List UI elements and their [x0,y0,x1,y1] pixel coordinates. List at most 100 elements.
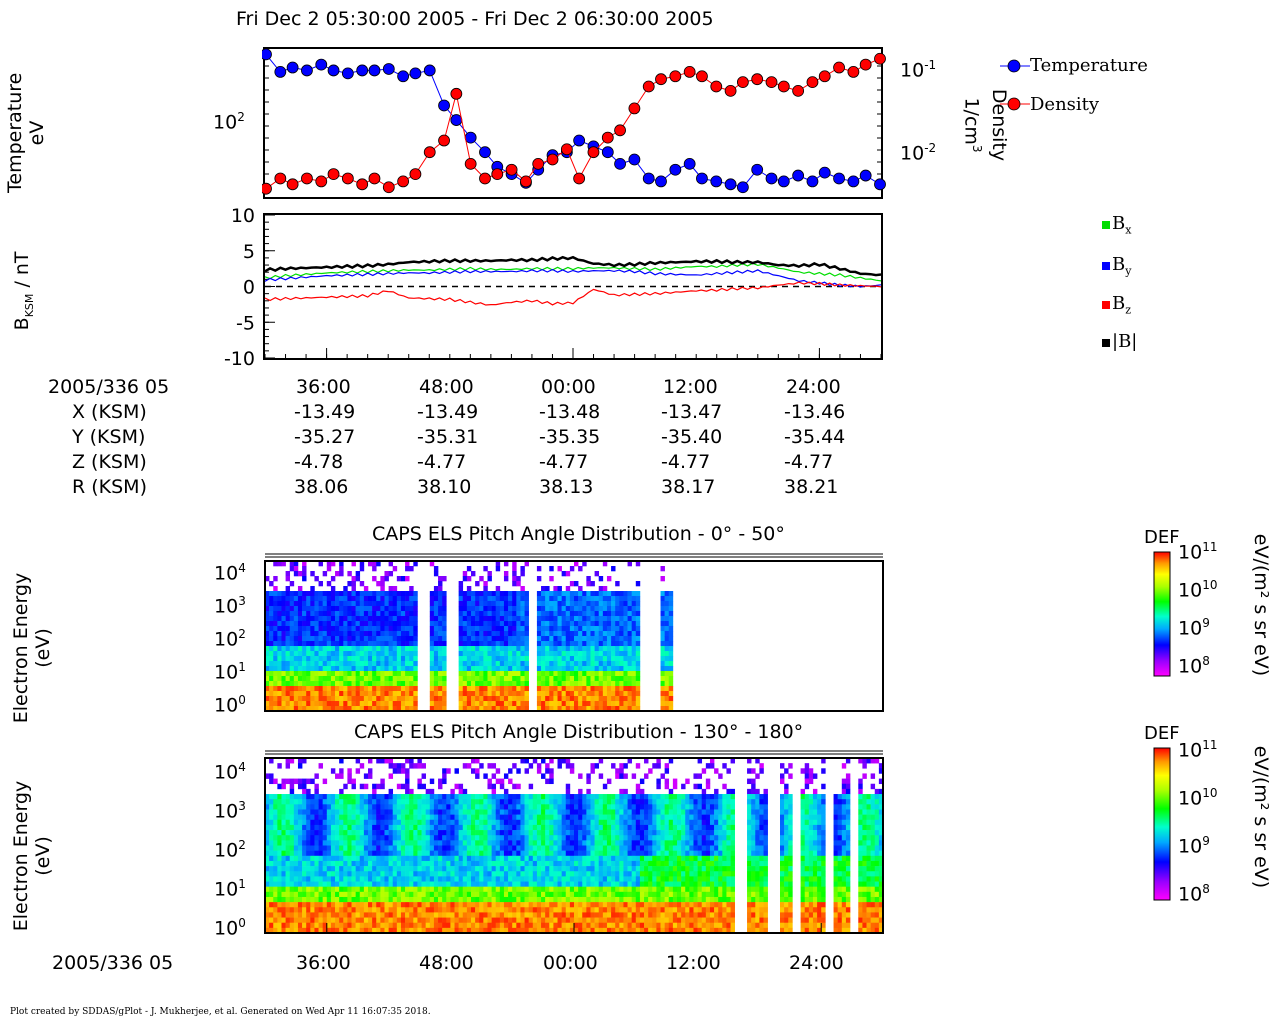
spectrogram-cell [450,912,455,918]
spectrogram-cell [433,696,439,702]
spectrogram-cell [611,656,616,662]
spectrogram-cell [306,701,311,707]
spectrogram-cell [310,855,315,862]
spectrogram-cell [351,561,356,567]
spectrogram-cell [536,616,542,622]
spectrogram-cell [384,686,389,692]
spectrogram-cell [553,814,558,821]
spectrogram-cell [520,626,525,632]
spectrogram-cell [586,616,591,622]
spectrogram-cell [335,860,340,867]
spectrogram-cell [561,606,567,612]
spectrogram-cell [425,840,431,846]
spectrogram-cell [392,596,398,602]
spectrogram-cell [293,596,299,602]
spectrogram-cell [466,576,472,582]
spectrogram-cell [380,799,385,805]
spectrogram-cell [586,656,591,662]
spectrogram-cell [351,606,356,612]
spectrogram-cell [384,681,389,687]
spectrogram-cell [466,845,472,851]
spectrogram-cell [293,666,299,672]
spectrogram-cell [586,636,591,642]
spectrogram-cell [606,845,612,851]
spectrogram-cell [306,788,311,795]
spectrogram-cell [569,814,575,821]
spectrogram-cell [606,611,612,617]
spectrogram-cell [462,626,468,632]
spectrogram-cell [606,835,612,841]
spectrogram-cell [330,656,336,662]
spectrogram-cell [339,696,344,702]
spectrogram-cell [586,576,591,582]
spectrogram-cell [471,641,476,647]
spectrogram-cell [495,601,501,607]
legend-by-swatch [1102,262,1110,270]
spectrogram-cell [450,907,455,913]
spectrogram-cell [491,696,497,702]
spectrogram-cell [598,636,604,642]
spectrogram-cell [466,621,472,627]
spectrogram-cell [615,886,620,893]
spectrogram-cell [450,809,455,815]
spectrogram-cell [520,641,525,647]
spectrogram-cell [450,814,455,821]
spectrogram-cell [475,922,480,929]
spectrogram-cell [277,706,282,712]
spectrogram-cell [557,855,562,862]
spectrogram-cell [660,696,665,702]
spectrogram-cell [281,876,286,882]
spectrogram-cell [413,891,418,898]
spectrogram-cell [302,809,307,815]
density-point [601,131,614,144]
spectrogram-cell [586,907,591,913]
spectrogram-cell [351,922,356,929]
spectrogram-cell [516,676,521,682]
spectrogram-cell [372,860,377,867]
spectrogram-cell [277,819,282,826]
spectrogram-cell [281,706,286,712]
spectrogram-cell [339,907,344,913]
spectrogram-cell [326,596,332,602]
spectrogram-cell [483,876,488,882]
spectrogram-cell [339,891,344,898]
spectrogram-cell [405,676,410,682]
spectrogram-cell [363,912,369,918]
spectrogram-cell [281,656,286,662]
spectrogram-cell [302,794,307,800]
spectrogram-cell [368,768,373,774]
spectrogram-cell [471,696,476,702]
spectrogram-cell [396,819,402,826]
spectrogram-cell [326,824,332,831]
spectrogram-cell [326,830,332,836]
spectrogram-cell [433,835,439,841]
spectrogram-cell [536,835,542,841]
spectrogram-cell [310,631,315,637]
spectrogram-cell [664,666,670,672]
spectrogram-cell [302,927,307,934]
spectrogram-cell [396,636,402,642]
spectrogram-cell [586,631,591,637]
spectrogram-cell [660,661,665,667]
spectrogram-cell [335,917,340,924]
spectrogram-cell [265,696,270,702]
spectrogram-cell [668,626,674,632]
spectrogram-cell [462,596,468,602]
spectrogram-cell [635,616,641,622]
spectrogram-cell [606,840,612,846]
spectrogram-cell [553,656,558,662]
spectrogram-cell [475,840,480,846]
spectrogram-cell [615,666,620,672]
spectrogram-cell [635,581,641,587]
spectrogram-cell [536,907,542,913]
spectrogram-cell [388,651,394,657]
spectrogram-cell [281,819,286,826]
spectrogram-cell [413,855,418,862]
spectrogram-cell [376,606,381,612]
spectrogram-cell [368,814,373,821]
spectrogram-cell [322,902,328,908]
spectrogram-cell [590,922,595,929]
spectrogram-cell [347,621,352,627]
spectrogram-cell [281,850,286,857]
spectrogram-cell [302,922,307,929]
